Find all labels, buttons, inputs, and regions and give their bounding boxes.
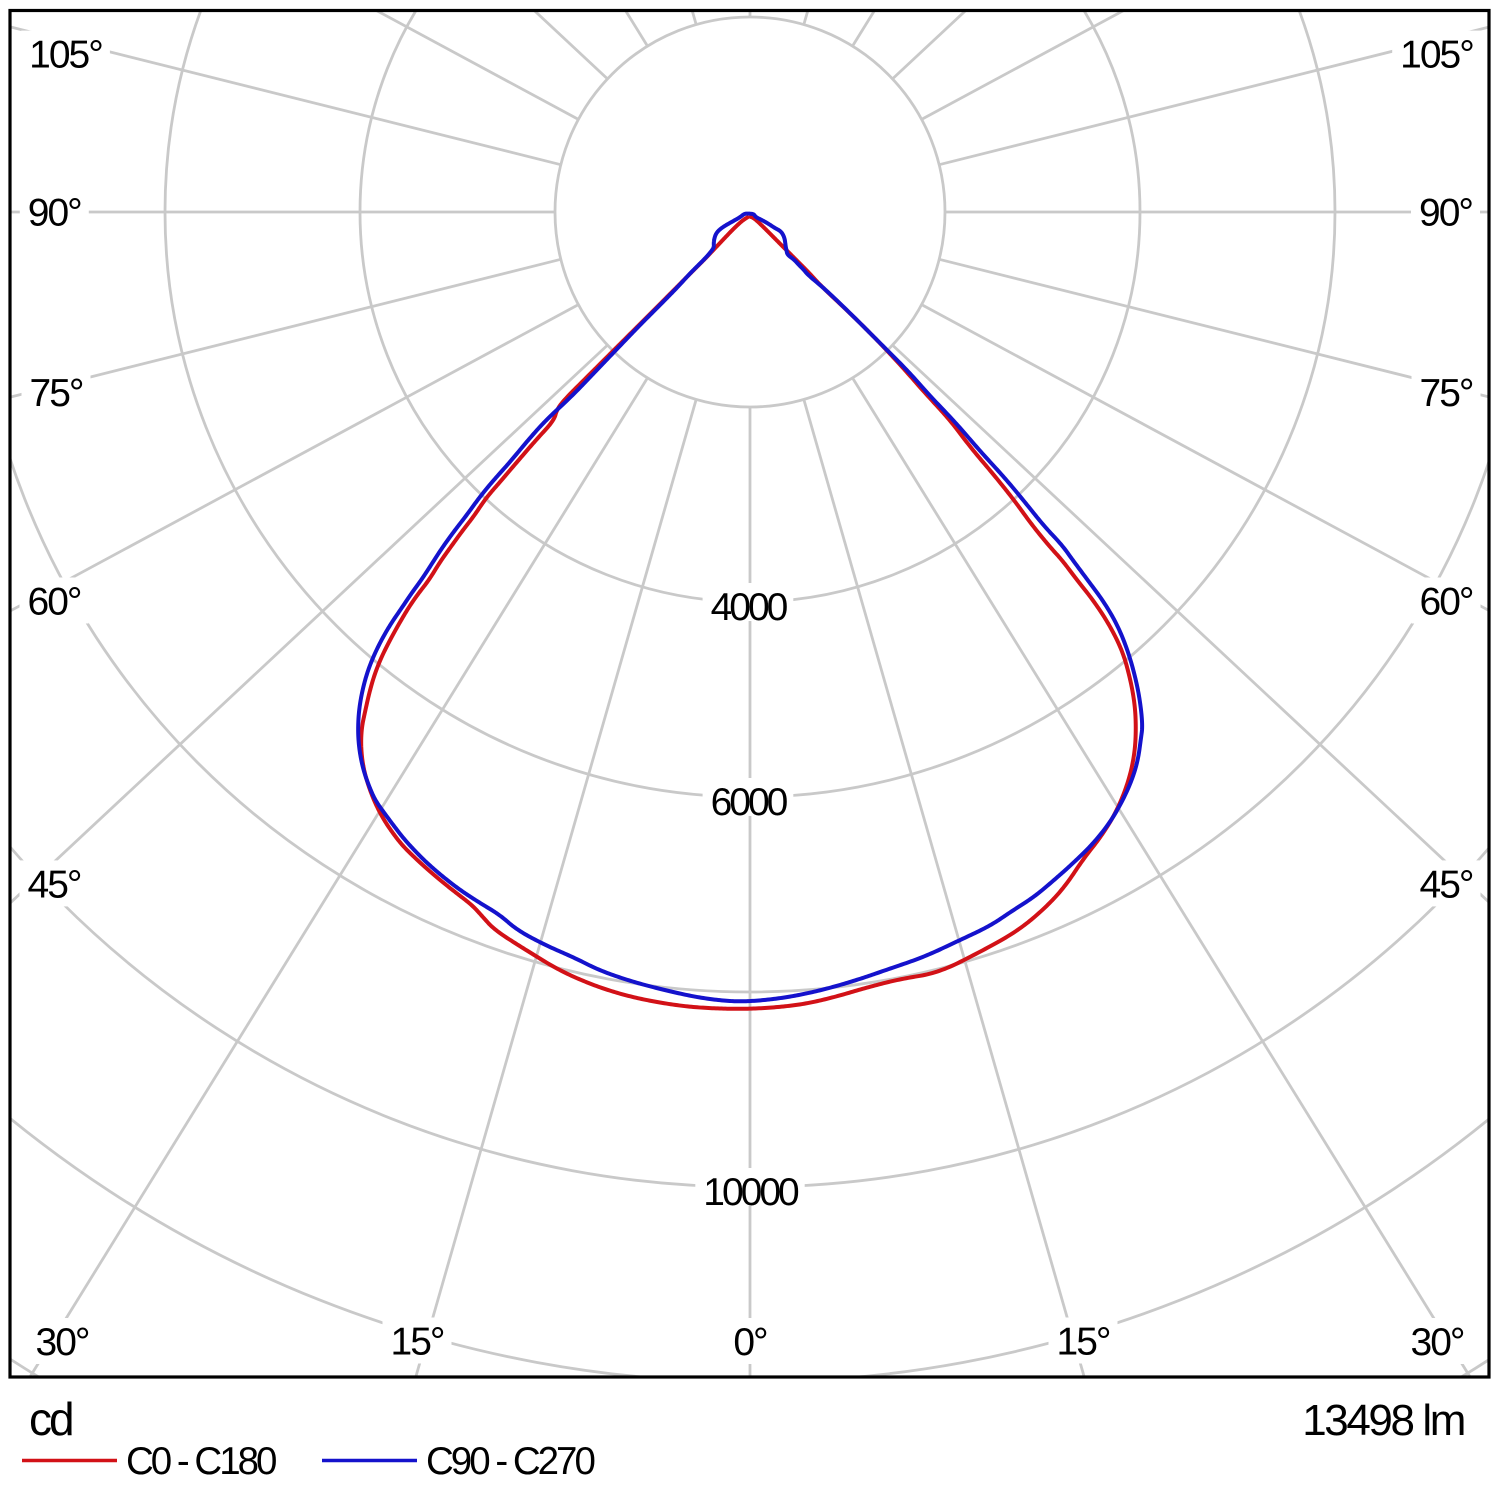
svg-text:30°: 30° xyxy=(1411,1321,1464,1364)
svg-text:90°: 90° xyxy=(1419,191,1472,234)
svg-text:10000: 10000 xyxy=(703,1171,799,1214)
svg-text:cd: cd xyxy=(29,1393,72,1445)
svg-text:105°: 105° xyxy=(1400,34,1473,77)
svg-text:90°: 90° xyxy=(28,191,81,234)
svg-text:75°: 75° xyxy=(1420,372,1473,415)
svg-text:15°: 15° xyxy=(1057,1321,1110,1364)
svg-text:45°: 45° xyxy=(28,863,81,906)
svg-text:60°: 60° xyxy=(1420,581,1473,624)
svg-text:105°: 105° xyxy=(29,34,102,77)
svg-text:15°: 15° xyxy=(391,1321,444,1364)
svg-text:45°: 45° xyxy=(1420,863,1473,906)
svg-text:0°: 0° xyxy=(733,1321,767,1364)
svg-text:30°: 30° xyxy=(36,1321,89,1364)
svg-text:C90 - C270: C90 - C270 xyxy=(426,1440,594,1483)
svg-text:4000: 4000 xyxy=(711,586,788,629)
svg-text:C0 - C180: C0 - C180 xyxy=(126,1440,276,1483)
svg-text:6000: 6000 xyxy=(711,781,788,824)
svg-text:75°: 75° xyxy=(30,372,83,415)
svg-text:13498 lm: 13498 lm xyxy=(1302,1396,1464,1445)
svg-text:60°: 60° xyxy=(28,581,81,624)
